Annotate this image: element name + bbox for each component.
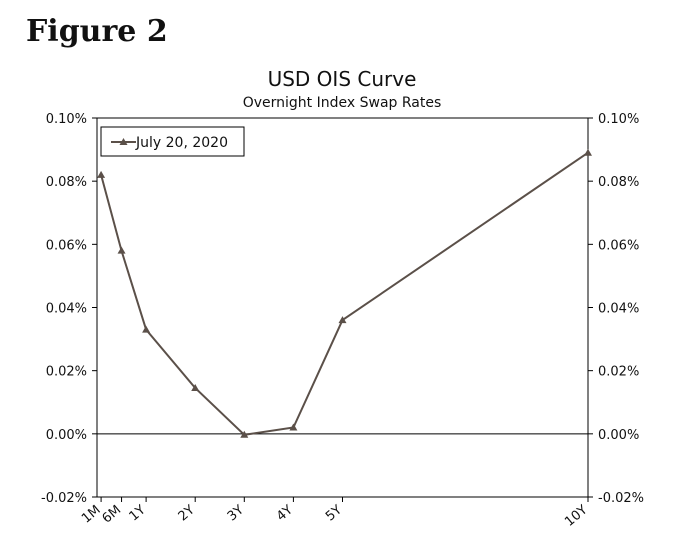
data-point-marker bbox=[142, 325, 151, 333]
y-tick-label-right: 0.08% bbox=[598, 175, 639, 190]
legend-label: July 20, 2020 bbox=[135, 135, 228, 151]
y-tick-label-left: 0.04% bbox=[46, 302, 87, 317]
data-point-marker bbox=[240, 430, 249, 438]
x-tick-label: 1Y bbox=[127, 503, 149, 525]
y-tick-label-right: 0.04% bbox=[598, 302, 639, 317]
y-tick-label-left: 0.00% bbox=[46, 428, 87, 443]
x-tick-label: 10Y bbox=[562, 503, 590, 530]
legend: July 20, 2020 bbox=[100, 126, 245, 157]
data-point-marker bbox=[191, 384, 200, 392]
y-tick-label-right: 0.00% bbox=[598, 428, 639, 443]
y-tick-label-left: 0.02% bbox=[46, 365, 87, 380]
y-tick-label-right: 0.10% bbox=[598, 112, 639, 127]
x-tick-label: 5Y bbox=[323, 503, 345, 525]
x-tick-label: 6M bbox=[100, 503, 125, 527]
data-point-marker bbox=[338, 316, 347, 324]
y-tick-label-left: 0.06% bbox=[46, 238, 87, 253]
y-tick-label-right: 0.02% bbox=[598, 365, 639, 380]
x-tick-label: 3Y bbox=[225, 503, 247, 525]
data-point-marker bbox=[584, 148, 592, 156]
data-point-marker bbox=[97, 170, 106, 178]
x-tick-label: 4Y bbox=[274, 503, 296, 525]
y-tick-label-left: 0.08% bbox=[46, 175, 87, 190]
y-tick-label-right: -0.02% bbox=[598, 491, 644, 506]
legend-triangle-marker bbox=[119, 138, 128, 145]
chart-title: USD OIS Curve bbox=[268, 67, 417, 91]
chart-subtitle: Overnight Index Swap Rates bbox=[243, 95, 442, 111]
data-point-marker bbox=[289, 423, 298, 431]
y-tick-label-right: 0.06% bbox=[598, 238, 639, 253]
x-tick-label: 2Y bbox=[176, 503, 198, 525]
plot-area bbox=[96, 117, 589, 498]
y-tick-label-left: -0.02% bbox=[41, 491, 87, 506]
figure-heading: Figure 2 bbox=[26, 14, 168, 49]
series-line bbox=[100, 151, 589, 436]
y-tick-label-left: 0.10% bbox=[46, 112, 87, 127]
data-point-marker bbox=[117, 246, 126, 254]
